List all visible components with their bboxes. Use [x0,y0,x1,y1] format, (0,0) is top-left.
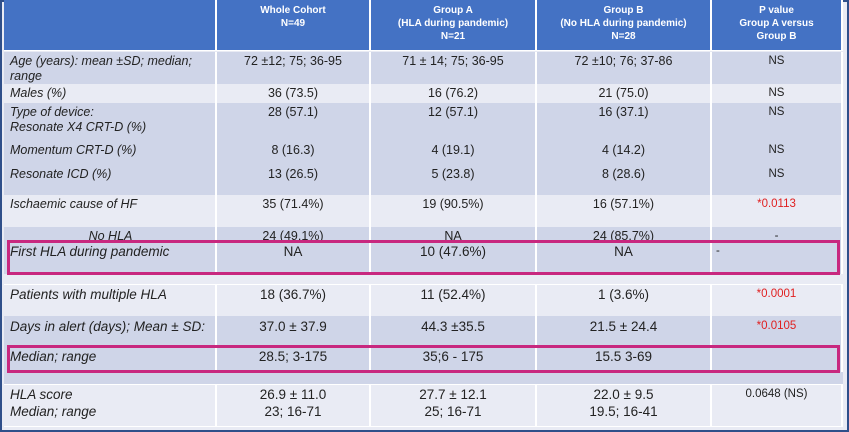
table-row: Age (years): mean ±SD; median; range 72 ±… [4,52,843,86]
cell-label: Momentum CRT-D (%) [4,141,217,165]
cell-b: 8 (28.6) [537,165,712,195]
cell-b: 4 (14.2) [537,141,712,165]
table-row: Momentum CRT-D (%) 8 (16.3) 4 (19.1) 4 (14.… [4,141,843,166]
cell-label: HLA score Median; range [4,384,217,426]
cell-b: 21.5 ± 24.4 [537,316,712,346]
cell-label: Days in alert (days); Mean ± SD: [4,316,217,346]
cell-p: NS [712,165,843,195]
cell-whole: 18 (36.7%) [217,284,371,316]
cell-label: No HLA [4,227,217,246]
cell-a: 11 (52.4%) [371,284,537,316]
cell-b: 24 (85.7%) [537,227,712,246]
highlight-first-hla [7,240,840,275]
cell-a: 19 (90.5%) [371,195,537,227]
header-whole-cohort: Whole Cohort N=49 [217,0,371,50]
cell-p: - [712,227,843,246]
table-row: Type of device: Resonate X4 CRT-D (%) 28 … [4,103,843,142]
cell-p: NS [712,52,843,86]
cell-label: Type of device: Resonate X4 CRT-D (%) [4,103,217,141]
table-row: Median; range 28.5; 3-175 35;6 - 175 15.5 3… [4,346,843,373]
table-header: Whole Cohort N=49 Group A (HLA during pa… [4,0,843,51]
cell-p: 0.0648 (NS) [712,384,843,426]
cell-p: NS [712,141,843,165]
cell-whole: 37.0 ± 37.9 [217,316,371,346]
table-row: HLA score Median; range 26.9 ± 11.0 23; 1… [4,384,843,427]
table-row: Resonate ICD (%) 13 (26.5) 5 (23.8) 8 (28.6… [4,165,843,196]
cell-a: NA [371,227,537,246]
cell-whole: 36 (73.5) [217,84,371,103]
cell-whole: 28.5; 3-175 [217,346,371,372]
cell-label: Males (%) [4,84,217,103]
cell-whole: 26.9 ± 11.0 23; 16-71 [217,384,371,426]
cell-a: 27.7 ± 12.1 25; 16-71 [371,384,537,426]
cell-p: - [712,241,843,274]
cell-p: NS [712,103,843,141]
cell-whole: 35 (71.4%) [217,195,371,227]
cell-b: NA [537,241,712,274]
cell-label: Median; range [4,346,217,372]
cell-p: *0.0113 [712,195,843,227]
cell-b: 1 (3.6%) [537,284,712,316]
cell-b: 22.0 ± 9.5 19.5; 16-41 [537,384,712,426]
cell-b: 16 (37.1) [537,103,712,141]
cell-whole: 28 (57.1) [217,103,371,141]
header-blank [4,0,217,50]
cell-a: 4 (19.1) [371,141,537,165]
spacer-row [4,274,843,285]
cell-label: Ischaemic cause of HF [4,195,217,227]
cell-b: 16 (57.1%) [537,195,712,227]
spacer-row [4,372,843,385]
cell-p: *0.0001 [712,284,843,316]
cell-a: 5 (23.8) [371,165,537,195]
cell-label: Age (years): mean ±SD; median; range [4,52,217,86]
cell-a: 35;6 - 175 [371,346,537,372]
cell-b: 21 (75.0) [537,84,712,103]
table-row: Males (%) 36 (73.5) 16 (76.2) 21 (75.0) NS [4,84,843,104]
cell-whole: NA [217,241,371,274]
cell-whole: 8 (16.3) [217,141,371,165]
table-row: Days in alert (days); Mean ± SD: 37.0 ± 3… [4,316,843,347]
cell-a: 12 (57.1) [371,103,537,141]
cell-p: *0.0105 [712,316,843,346]
cell-a: 10 (47.6%) [371,241,537,274]
table-row: Patients with multiple HLA 18 (36.7%) 11 (… [4,284,843,317]
highlight-median-range [7,345,840,373]
cell-b: 15.5 3-69 [537,346,712,372]
header-p-value: P value Group A versus Group B [712,0,843,50]
header-group-b: Group B (No HLA during pandemic) N=28 [537,0,712,50]
cell-whole: 72 ±12; 75; 36-95 [217,52,371,86]
cell-whole: 24 (49.1%) [217,227,371,246]
cell-b: 72 ±10; 76; 37-86 [537,52,712,86]
cell-whole: 13 (26.5) [217,165,371,195]
cell-a: 44.3 ±35.5 [371,316,537,346]
cell-p [712,346,843,372]
cell-label: First HLA during pandemic [4,241,217,274]
table-row: Ischaemic cause of HF 35 (71.4%) 19 (90.5%… [4,195,843,228]
header-group-a: Group A (HLA during pandemic) N=21 [371,0,537,50]
cell-label: Resonate ICD (%) [4,165,217,195]
cell-a: 16 (76.2) [371,84,537,103]
cell-label: Patients with multiple HLA [4,284,217,316]
cell-p: NS [712,84,843,103]
cell-a: 71 ± 14; 75; 36-95 [371,52,537,86]
